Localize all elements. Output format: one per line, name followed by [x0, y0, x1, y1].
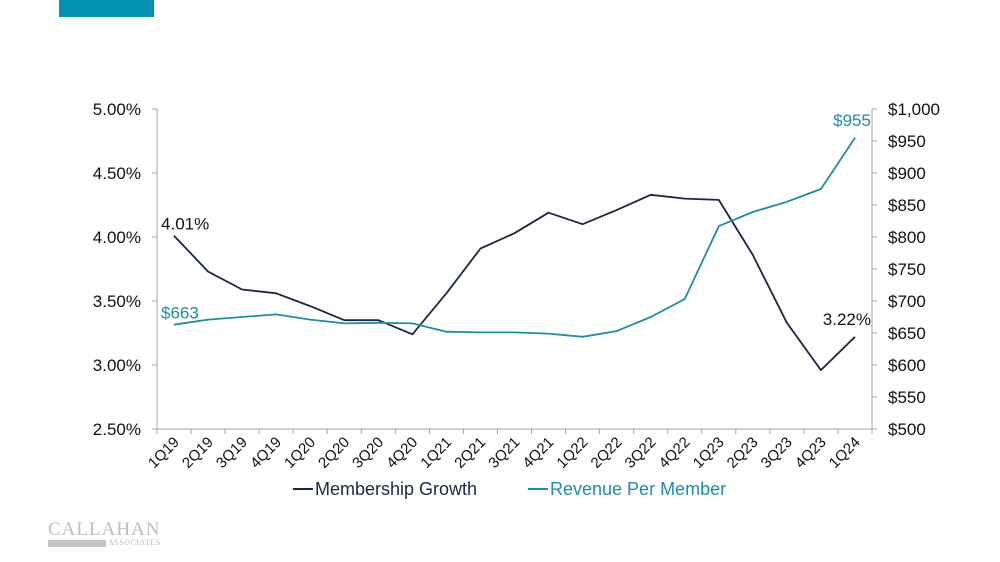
x-tick-label: 1Q23 — [690, 434, 728, 472]
x-tick-label: 2Q20 — [315, 434, 353, 472]
x-tick-label: 4Q23 — [792, 434, 830, 472]
logo-subtitle: ASSOCIATES — [108, 538, 161, 547]
y-right-tick-label: $600 — [888, 356, 926, 375]
series-line-revenue-per-member — [173, 137, 856, 338]
data-label-membership-growth: 4.01% — [161, 215, 209, 234]
x-tick-label: 3Q21 — [485, 434, 523, 472]
x-tick-label: 2Q21 — [451, 434, 489, 472]
callahan-associates-logo: CALLAHAN ASSOCIATES — [48, 519, 168, 547]
x-tick-label: 1Q20 — [281, 434, 319, 472]
x-tick-label: 2Q19 — [179, 434, 217, 472]
x-tick-label: 1Q19 — [145, 434, 183, 472]
x-tick-label: 2Q22 — [587, 434, 625, 472]
series-line-membership-growth — [173, 193, 856, 372]
legend-line-icon — [293, 488, 313, 491]
x-tick-label: 4Q21 — [519, 434, 557, 472]
x-tick-label: 3Q20 — [349, 434, 387, 472]
y-right-tick-label: $550 — [888, 388, 926, 407]
legend-label: Membership Growth — [315, 479, 478, 499]
x-tick-label: 1Q24 — [826, 434, 864, 472]
y-right-tick-label: $700 — [888, 292, 926, 311]
logo-bar — [48, 539, 106, 547]
header-accent-bar — [59, 0, 154, 17]
x-tick-label: 2Q23 — [724, 434, 762, 472]
x-tick-label: 1Q21 — [417, 434, 455, 472]
legend-item-revenue-per-member: Revenue Per Member — [528, 479, 726, 500]
y-left-tick-label: 2.50% — [93, 420, 141, 439]
y-right-tick-label: $500 — [888, 420, 926, 439]
x-tick-label: 3Q19 — [213, 434, 251, 472]
logo-wordmark: CALLAHAN — [48, 519, 161, 540]
x-tick-label: 4Q19 — [247, 434, 285, 472]
y-right-tick-label: $950 — [888, 132, 926, 151]
x-tick-label: 3Q22 — [622, 434, 660, 472]
x-tick-label: 4Q22 — [656, 434, 694, 472]
y-right-tick-label: $1,000 — [888, 100, 940, 119]
x-tick-label: 3Q23 — [758, 434, 796, 472]
data-label-revenue-per-member: $663 — [161, 304, 199, 323]
legend-label: Revenue Per Member — [550, 479, 727, 499]
chart-axes: 2.50% 3.00% 3.50% 4.00% 4.50% 5.00% $500 $550 $6… — [93, 100, 940, 472]
y-left-tick-label: 3.00% — [93, 356, 141, 375]
data-labels: 4.01% 3.22% $663 $955 — [161, 111, 871, 329]
y-right-tick-label: $800 — [888, 228, 926, 247]
y-left-tick-label: 4.00% — [93, 228, 141, 247]
y-right-tick-label: $650 — [888, 324, 926, 343]
data-label-revenue-per-member: $955 — [833, 111, 871, 130]
y-left-tick-label: 5.00% — [93, 100, 141, 119]
y-left-tick-label: 4.50% — [93, 164, 141, 183]
y-left-tick-label: 3.50% — [93, 292, 141, 311]
x-tick-label: 1Q22 — [553, 434, 591, 472]
x-tick-label: 4Q20 — [383, 434, 421, 472]
series-lines — [173, 137, 856, 372]
y-right-tick-label: $900 — [888, 164, 926, 183]
y-right-tick-label: $750 — [888, 260, 926, 279]
chart-legend: Membership Growth Revenue Per Member — [0, 479, 1000, 503]
legend-line-icon — [528, 488, 548, 491]
y-right-tick-label: $850 — [888, 196, 926, 215]
legend-item-membership-growth: Membership Growth — [293, 479, 477, 500]
data-label-membership-growth: 3.22% — [823, 310, 871, 329]
